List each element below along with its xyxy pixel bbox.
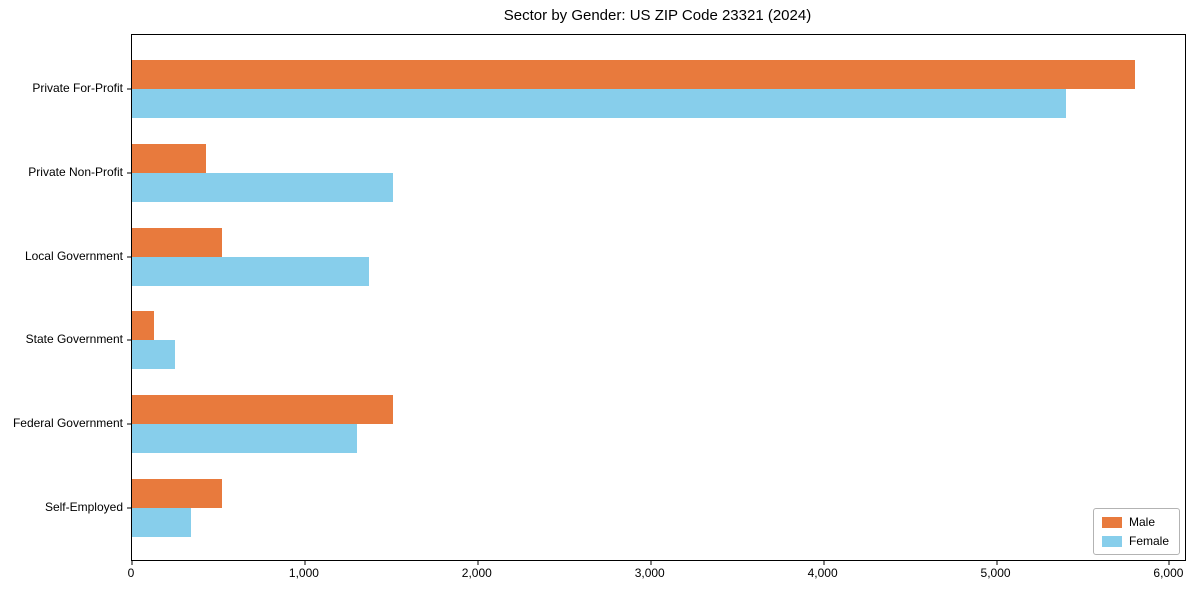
category-label: Self-Employed [44,500,123,514]
chart-title: Sector by Gender: US ZIP Code 23321 (202… [503,7,812,24]
category-label: Local Government [24,248,123,263]
legend-entry-female: Female [1101,534,1169,548]
male-legend-swatch [1101,516,1122,528]
y-tick-mark [127,88,131,90]
legend-label-female: Female [1128,534,1169,548]
bar-male [132,143,207,173]
x-tick-mark [650,561,652,565]
category-label: Private Non-Profit [28,164,123,179]
x-tick-mark [131,561,133,565]
category-label: Federal Government [12,416,123,431]
category-label: Private For-Profit [32,81,123,95]
x-tick-label: 0 [127,566,135,580]
x-tick-label: 6,000 [1153,566,1184,580]
bar-female [132,424,357,454]
bar-male [132,227,222,257]
x-tick-label: 3,000 [634,566,665,580]
legend: Male Female [1092,508,1180,555]
y-tick-mark [127,423,131,425]
plot-area: Male Female [127,34,1186,565]
legend-entry-male: Male [1101,515,1169,529]
bar-male [132,479,222,508]
y-tick-mark [127,172,131,174]
bar-female [132,89,1066,118]
bar-female [132,172,394,202]
x-tick-label: 2,000 [461,566,492,580]
x-tick-mark [304,561,306,565]
x-tick-label: 1,000 [288,566,319,580]
x-tick-label: 4,000 [807,566,838,580]
legend-label-male: Male [1128,515,1155,529]
x-tick-mark [1168,561,1170,565]
bar-female [132,256,369,286]
bar-female [132,340,176,370]
category-label: State Government [25,332,123,347]
y-axis-labels: Private For-Profit Private Non-Profit Loca… [0,0,123,600]
bar-male [132,311,155,341]
x-tick-label: 5,000 [980,566,1011,580]
x-tick-mark [477,561,479,565]
legend-entries: Male Female [1101,515,1169,548]
y-tick-mark [127,256,131,258]
y-tick-mark [127,507,131,509]
x-tick-mark [823,561,825,565]
female-legend-swatch [1101,535,1122,547]
y-tick-mark [127,339,131,341]
bar-male [132,395,394,425]
bar-male [132,60,1135,89]
x-tick-mark [996,561,998,565]
bar-female [132,508,191,537]
x-axis-labels: 0 1,000 2,000 3,000 4,000 5,000 6,000 [127,566,1184,586]
